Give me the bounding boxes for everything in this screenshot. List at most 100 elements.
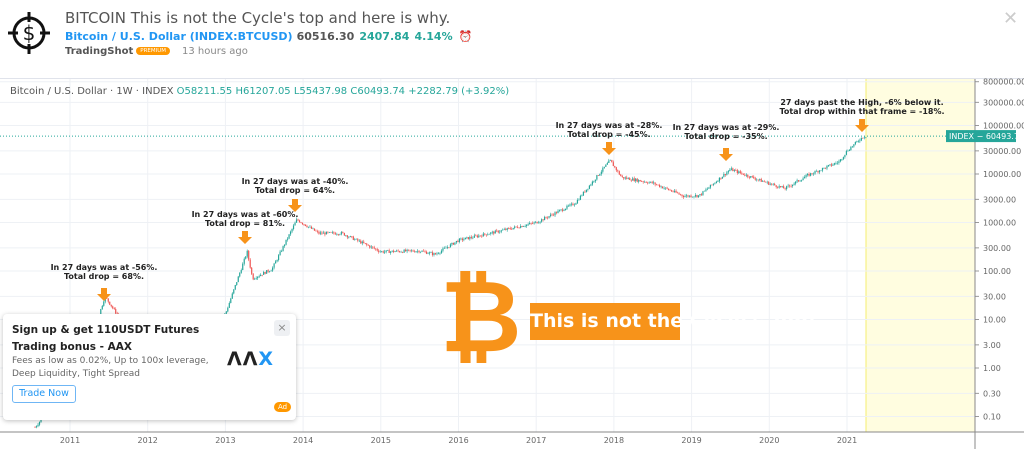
- x-tick-label: 2012: [138, 436, 158, 445]
- candle-body: [835, 163, 837, 164]
- candle-body: [442, 248, 444, 251]
- candle-body: [101, 305, 103, 310]
- candle-body: [826, 166, 828, 169]
- candle-body: [430, 252, 432, 253]
- legend-low: L55437.98: [293, 86, 348, 97]
- candle-body: [249, 259, 251, 268]
- candle-body: [443, 247, 446, 249]
- candle-body: [685, 195, 688, 197]
- candle-body: [242, 263, 244, 271]
- chart-area[interactable]: [0, 78, 1024, 449]
- candle-body: [618, 171, 620, 175]
- candle-body: [802, 178, 804, 181]
- candle-body: [366, 243, 368, 245]
- candle-body: [252, 273, 254, 280]
- candle-body: [360, 240, 362, 244]
- candle-body: [439, 252, 441, 254]
- candle-body: [282, 246, 284, 251]
- candle-body: [277, 255, 280, 260]
- candle-body: [424, 251, 426, 252]
- candle-body: [708, 187, 710, 189]
- candle-body: [295, 219, 298, 223]
- candle-body: [509, 228, 511, 229]
- candle-body: [494, 230, 496, 234]
- y-tick-label: 0.10: [983, 413, 1001, 422]
- symbol-code-link[interactable]: (INDEX:BTCUSD): [189, 30, 293, 43]
- candle-body: [297, 219, 299, 221]
- down-arrow-icon: [97, 288, 111, 301]
- candle-body: [364, 243, 366, 244]
- candle-body: [665, 187, 667, 189]
- candle-body: [829, 164, 831, 166]
- candle-body: [445, 247, 447, 249]
- candle-body: [564, 208, 567, 211]
- candle-body: [557, 210, 559, 214]
- candle-body: [839, 159, 842, 162]
- candle-body: [276, 259, 278, 262]
- candle-body: [448, 247, 450, 248]
- candle-body: [823, 167, 825, 169]
- bitcoin-logo-icon: ₿: [440, 258, 522, 375]
- candle-body: [35, 426, 38, 428]
- trade-now-button[interactable]: Trade Now: [12, 385, 76, 403]
- candle-body: [511, 228, 513, 230]
- candle-body: [787, 185, 789, 187]
- down-arrow-icon: [238, 231, 252, 244]
- candle-body: [485, 234, 487, 236]
- legend-symbol: Bitcoin / U.S. Dollar · 1W · INDEX: [10, 86, 174, 97]
- ad-card[interactable]: Sign up & get 110USDT Futures Trading bo…: [3, 314, 296, 420]
- candle-body: [403, 249, 405, 253]
- candle-body: [694, 195, 697, 197]
- candle-body: [739, 171, 741, 173]
- candle-body: [264, 272, 266, 274]
- alarm-clock-icon[interactable]: ⏰: [458, 30, 473, 43]
- candle-body: [723, 174, 725, 177]
- candle-body: [322, 232, 325, 234]
- candle-body: [337, 234, 339, 235]
- candle-body: [808, 174, 810, 176]
- candle-body: [324, 232, 326, 235]
- symbol-link[interactable]: Bitcoin / U.S. Dollar: [65, 30, 186, 43]
- candle-body: [397, 250, 399, 252]
- candle-body: [611, 159, 613, 163]
- ad-close-button[interactable]: ×: [274, 320, 290, 336]
- candle-body: [257, 276, 259, 279]
- candle-body: [385, 250, 387, 252]
- candle-body: [315, 230, 317, 232]
- candle-body: [803, 177, 806, 179]
- candle-body: [440, 250, 443, 253]
- candle-body: [300, 222, 302, 223]
- candle-body: [399, 251, 401, 253]
- close-icon[interactable]: ✕: [1003, 8, 1019, 29]
- candle-body: [514, 226, 516, 228]
- candle-body: [814, 171, 816, 174]
- candle-body: [354, 239, 356, 240]
- candle-body: [827, 165, 830, 167]
- x-tick-label: 2014: [293, 436, 313, 445]
- y-tick-label: 0.30: [983, 389, 1001, 398]
- candle-body: [316, 231, 319, 232]
- annotation-line2: Total drop = 81%.: [205, 219, 285, 228]
- candle-body: [638, 180, 640, 182]
- candle-body: [309, 226, 311, 228]
- candle-body: [473, 235, 475, 238]
- candle-body: [714, 183, 716, 184]
- candle-body: [551, 214, 553, 216]
- y-tick-label: 100000.00: [983, 122, 1024, 131]
- candle-body: [809, 173, 812, 176]
- candle-body: [771, 183, 773, 185]
- candle-body: [233, 289, 235, 294]
- candle-body: [523, 226, 525, 227]
- author-link[interactable]: TradingShot: [65, 46, 134, 57]
- candle-body: [488, 233, 490, 235]
- candle-body: [579, 195, 582, 200]
- candle-body: [261, 274, 263, 276]
- candle-body: [479, 235, 481, 237]
- candle-body: [797, 180, 800, 182]
- candle-body: [853, 144, 855, 147]
- candle-body: [340, 232, 342, 235]
- candle-body: [549, 214, 552, 217]
- y-tick-label: 300.00: [983, 244, 1011, 253]
- candle-body: [682, 195, 685, 198]
